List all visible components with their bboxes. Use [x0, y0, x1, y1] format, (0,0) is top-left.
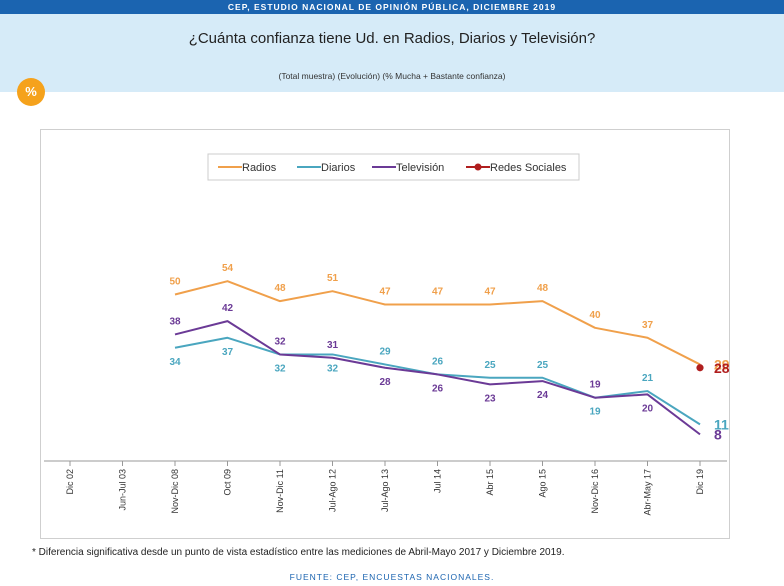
chart-subtitle: (Total muestra) (Evolución) (% Mucha + B… — [278, 71, 506, 81]
data-label: 23 — [484, 393, 496, 404]
data-label: 19 — [589, 380, 601, 391]
data-label: 25 — [484, 360, 496, 371]
legend-label: Televisión — [396, 162, 444, 174]
legend-label: Redes Sociales — [490, 162, 567, 174]
data-label: 21 — [642, 373, 654, 384]
x-tick-label: Nov-Dic 08 — [170, 469, 180, 514]
legend-label: Diarios — [321, 162, 356, 174]
x-tick-label: Jul 14 — [433, 469, 443, 493]
data-label: 29 — [379, 346, 391, 357]
data-label: 34 — [169, 357, 181, 368]
legend-marker — [474, 163, 482, 171]
data-label: 29 — [714, 356, 730, 372]
x-tick-label: Abr-May 17 — [643, 469, 653, 516]
data-label: 24 — [537, 390, 549, 401]
data-label: 20 — [642, 403, 654, 414]
x-tick-label: Oct 09 — [223, 469, 233, 496]
data-label: 8 — [714, 426, 722, 442]
data-label: 26 — [432, 356, 444, 367]
series-line-televisión — [174, 320, 701, 436]
data-label: 37 — [642, 320, 654, 331]
data-label: 28 — [714, 360, 730, 376]
data-label: 32 — [274, 363, 286, 374]
x-tick-label: Jun-Jul 03 — [118, 469, 128, 511]
data-label: 54 — [222, 263, 234, 274]
data-label: 32 — [327, 363, 339, 374]
data-label: 40 — [589, 310, 601, 321]
chart-frame — [40, 129, 730, 539]
legend-label: Radios — [242, 162, 277, 174]
page-title: ¿Cuánta confianza tiene Ud. en Radios, D… — [188, 30, 596, 47]
data-label: 47 — [379, 286, 391, 297]
source-note: FUENTE: CEP, ENCUESTAS NACIONALES. — [289, 572, 495, 582]
data-label: 51 — [327, 273, 339, 284]
x-tick-label: Jul-Ago 12 — [328, 469, 338, 512]
footnote: * Diferencia significativa desde un punt… — [32, 547, 565, 558]
x-tick-label: Dic 02 — [65, 469, 75, 495]
data-label: 42 — [222, 303, 234, 314]
data-label: 48 — [274, 283, 286, 294]
series-line-radios — [174, 280, 701, 366]
data-label: 25 — [537, 360, 549, 371]
data-point-redes-sociales — [696, 364, 704, 372]
data-label: 50 — [169, 277, 181, 288]
data-label: 48 — [537, 283, 549, 294]
data-label: 28 — [379, 377, 391, 388]
x-tick-label: Nov-Dic 16 — [590, 469, 600, 514]
data-label: 19 — [589, 407, 601, 418]
x-tick-label: Ago 15 — [538, 469, 548, 498]
x-tick-label: Nov-Dic 11 — [275, 469, 285, 513]
data-label: 26 — [432, 383, 444, 394]
report-banner: CEP, ESTUDIO NACIONAL DE OPINIÓN PÚBLICA… — [0, 0, 784, 14]
data-label: 38 — [169, 316, 181, 327]
percent-badge: % — [17, 78, 45, 106]
data-label: 11 — [714, 416, 729, 432]
data-label: 31 — [327, 340, 339, 351]
series-line-diarios — [174, 336, 701, 426]
data-label: 47 — [432, 286, 444, 297]
x-tick-label: Jul-Ago 13 — [380, 469, 390, 512]
data-label: 32 — [274, 336, 286, 347]
data-label: 47 — [484, 286, 496, 297]
header-panel — [0, 14, 784, 92]
data-label: 37 — [222, 347, 234, 358]
x-tick-label: Dic 19 — [695, 469, 705, 495]
x-tick-label: Abr 15 — [485, 469, 495, 496]
